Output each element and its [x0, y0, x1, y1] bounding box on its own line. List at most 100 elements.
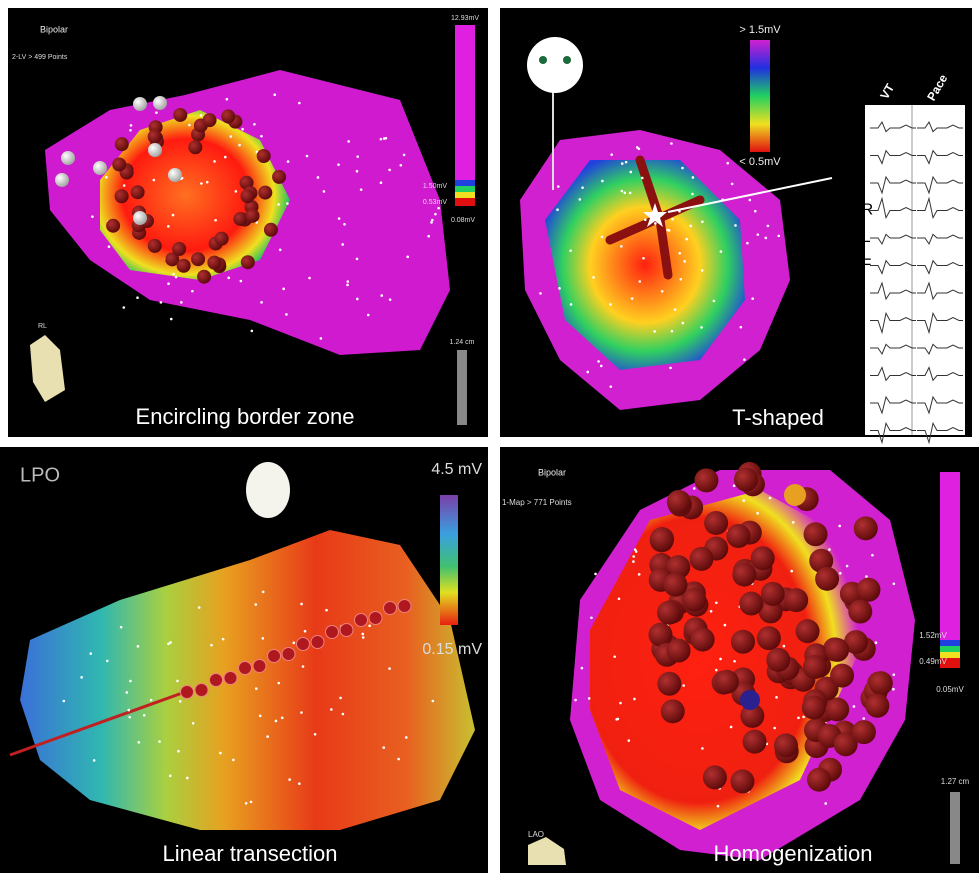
- map-point: [609, 303, 612, 306]
- ruler-label: 1.24 cm: [450, 339, 475, 346]
- ablation-lesion: [667, 490, 691, 514]
- map-point: [300, 711, 303, 714]
- map-point: [719, 658, 722, 661]
- map-point: [273, 93, 276, 96]
- map-point: [724, 624, 727, 627]
- color-bar: [455, 186, 475, 192]
- ablation-lesion: [115, 189, 129, 203]
- map-point: [150, 699, 153, 702]
- map-point: [597, 360, 600, 363]
- ablation-lesion: [856, 578, 880, 602]
- map-point: [406, 256, 409, 259]
- ablation-lesion: [796, 619, 820, 643]
- ablation-lesion: [869, 671, 893, 695]
- map-point: [285, 313, 288, 316]
- map-point: [260, 301, 263, 304]
- map-point: [277, 682, 280, 685]
- map-point: [288, 778, 291, 781]
- map-point: [743, 358, 746, 361]
- ablation-lesion: [848, 600, 872, 624]
- map-point: [281, 717, 284, 720]
- map-point: [226, 98, 229, 101]
- ablation-lesion: [825, 697, 849, 721]
- map-header: Bipolar: [40, 24, 68, 34]
- icon-dot: [539, 56, 547, 64]
- map-point: [227, 277, 230, 280]
- ablation-lesion: [682, 588, 706, 612]
- ablation-lesion: [221, 109, 235, 123]
- map-point: [279, 249, 282, 252]
- map-point: [262, 637, 265, 640]
- map-point: [691, 193, 694, 196]
- map-point: [123, 306, 126, 309]
- map-point: [642, 257, 645, 260]
- view-label: LPO: [20, 464, 60, 486]
- map-point: [590, 616, 593, 619]
- caption: Linear transection: [163, 841, 338, 866]
- map-point: [625, 161, 628, 164]
- map-point: [679, 278, 682, 281]
- map-point: [668, 229, 671, 232]
- ablation-lesion: [661, 699, 685, 723]
- map-point: [893, 582, 896, 585]
- color-bar: [940, 640, 960, 646]
- ablation-lesion: [852, 720, 876, 744]
- map-point: [619, 702, 622, 705]
- map-point: [160, 301, 163, 304]
- ablation-lesion: [148, 239, 162, 253]
- lead-label: V1: [842, 284, 862, 301]
- map-point: [238, 144, 241, 147]
- ablation-lesion: [311, 636, 324, 649]
- map-point: [892, 688, 895, 691]
- ablation-lesion: [667, 639, 691, 663]
- orientation-icon: [246, 462, 290, 518]
- icon-dot: [563, 56, 571, 64]
- map-point: [356, 298, 359, 301]
- lead-label: III: [842, 174, 855, 191]
- map-point: [360, 188, 363, 191]
- map-point: [692, 176, 695, 179]
- map-point: [356, 170, 359, 173]
- map-point: [105, 176, 108, 179]
- ablation-lesion: [734, 468, 758, 492]
- view-label: LAO: [528, 830, 544, 839]
- map-point: [191, 290, 194, 293]
- scale-label: 4.5 mV: [431, 461, 482, 478]
- map-point: [592, 276, 595, 279]
- map-point: [158, 740, 161, 743]
- map-point: [277, 203, 280, 206]
- map-point: [120, 626, 123, 629]
- map-point: [838, 525, 841, 528]
- tag-sphere: [133, 97, 147, 111]
- map-point: [700, 326, 703, 329]
- lead-label: aVF: [842, 257, 872, 274]
- color-bar: [455, 198, 475, 206]
- map-point: [792, 521, 795, 524]
- map-point: [266, 735, 269, 738]
- map-point: [338, 217, 341, 220]
- map-point: [434, 213, 437, 216]
- map-point: [839, 572, 842, 575]
- map-point: [683, 260, 686, 263]
- map-point: [129, 680, 132, 683]
- scale-label: < 0.5mV: [739, 156, 781, 168]
- map-point: [93, 759, 96, 762]
- map-point: [403, 154, 406, 157]
- map-point: [298, 782, 301, 785]
- color-bar: [750, 40, 770, 152]
- scale-label: 0.53mV: [423, 199, 447, 206]
- map-point: [308, 277, 311, 280]
- map-point: [681, 167, 684, 170]
- map-point: [136, 296, 139, 299]
- map-point: [230, 135, 233, 138]
- map-point: [726, 162, 729, 165]
- view-label: RL: [38, 323, 47, 330]
- map-point: [713, 300, 716, 303]
- ablation-lesion: [148, 130, 162, 144]
- map-point: [253, 123, 256, 126]
- map-point: [347, 280, 350, 283]
- map-point: [362, 636, 365, 639]
- map-point: [630, 171, 633, 174]
- map-point: [853, 705, 856, 708]
- map-point: [213, 160, 216, 163]
